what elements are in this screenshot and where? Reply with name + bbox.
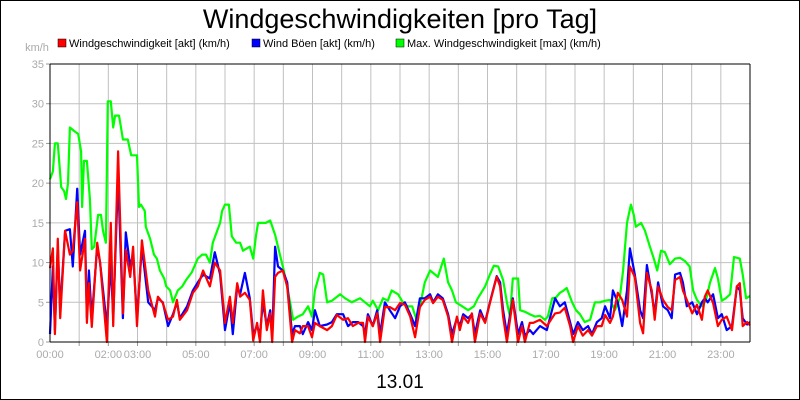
x-tick-label: 09:00: [299, 349, 327, 361]
x-tick-label: 00:00: [36, 349, 64, 361]
x-tick-label: 03:00: [124, 349, 152, 361]
y-tick-label: 30: [32, 99, 44, 111]
x-tick-label: 07:00: [240, 349, 268, 361]
y-tick-label: 25: [32, 138, 44, 150]
legend-label-gusts: Wind Böen [akt] (km/h): [263, 38, 375, 50]
legend-swatch-green: [395, 38, 405, 48]
y-tick-label: 15: [32, 218, 44, 230]
x-tick-label: 13:00: [415, 349, 443, 361]
x-tick-label: 23:00: [707, 349, 735, 361]
x-tick-label: 11:00: [357, 349, 384, 361]
y-axis-ticks: 0 5 10 15 20 25 30 35: [32, 59, 50, 349]
y-tick-label: 35: [32, 59, 44, 71]
y-axis-unit: km/h: [25, 42, 49, 54]
legend-swatch-red: [57, 38, 67, 48]
x-tick-label: 21:00: [649, 349, 677, 361]
chart-title: Windgeschwindigkeiten [pro Tag]: [203, 4, 597, 34]
legend-label-max: Max. Windgeschwindigkeit [max] (km/h): [407, 38, 601, 50]
x-tick-label: 05:00: [182, 349, 210, 361]
series-lines: [48, 100, 751, 344]
x-tick-label: 19:00: [590, 349, 618, 361]
y-tick-label: 20: [32, 178, 44, 190]
x-tick-label: 02:00: [95, 349, 123, 361]
x-axis-ticks: 00:00 02:00 03:00 05:00 07:00 09:00 11:00 13:00…: [36, 349, 734, 361]
date-label: 13.01: [376, 372, 424, 393]
y-tick-label: 0: [38, 337, 44, 349]
series-line-max-speed: [48, 100, 751, 324]
y-tick-label: 5: [38, 297, 44, 309]
series-line-wind-speed: [48, 150, 751, 344]
legend-swatch-blue: [251, 38, 261, 48]
x-tick-label: 15:00: [474, 349, 502, 361]
y-tick-label: 10: [32, 258, 44, 270]
legend: Windgeschwindigkeit [akt] (km/h) Wind Bö…: [57, 38, 601, 50]
x-tick-label: 17:00: [532, 349, 560, 361]
legend-label-wind-speed: Windgeschwindigkeit [akt] (km/h): [69, 38, 230, 50]
